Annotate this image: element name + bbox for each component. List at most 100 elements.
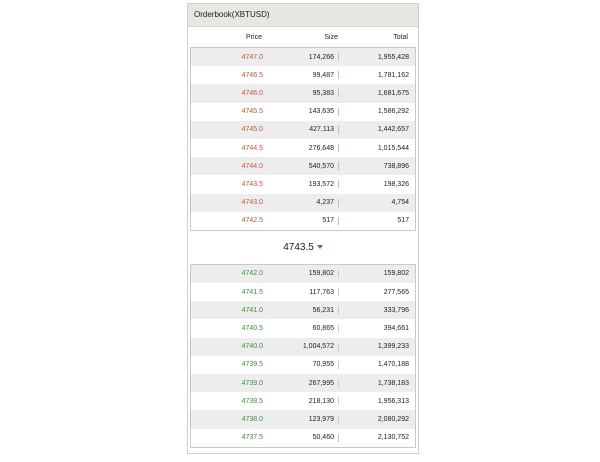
total-cell: 159,802: [383, 270, 409, 278]
price-cell: 4737.5: [241, 434, 263, 442]
bid-row[interactable]: 4741.0 56,231 333,796: [191, 301, 415, 320]
size-value: 193,572: [308, 180, 334, 188]
last-price: 4743.5: [188, 231, 418, 264]
ask-row[interactable]: 4744.0 540,570 738,896: [191, 157, 415, 176]
price-cell: 4747.0: [241, 53, 263, 61]
last-price-value: 4743.5: [283, 241, 314, 253]
size-column-header: Size: [324, 33, 338, 41]
size-value: 117,763: [309, 288, 334, 296]
size-value: 276,648: [308, 144, 334, 152]
ask-row[interactable]: 4745.0 427,113 1,442,657: [191, 120, 415, 139]
ask-row[interactable]: 4742.5 517 517: [191, 212, 415, 230]
size-value: 267,995: [308, 379, 334, 387]
size-value: 99,487: [312, 71, 334, 79]
bids-table: 4742.0 159,802 159,802 4741.5 117,763 277,565…: [190, 263, 416, 448]
size-cell: 95,383: [263, 89, 339, 98]
price-cell: 4745.5: [241, 108, 263, 116]
depth-bar: [338, 306, 339, 315]
total-cell: 1,955,428: [377, 53, 409, 61]
size-value: 95,383: [312, 89, 334, 97]
size-cell: 276,648: [263, 144, 339, 153]
bid-row[interactable]: 4742.0 159,802 159,802: [191, 264, 415, 284]
depth-bar: [338, 360, 339, 369]
size-cell: 70,955: [263, 360, 339, 369]
size-value: 123,979: [308, 415, 334, 423]
total-cell: 333,796: [383, 306, 409, 314]
total-cell: 1,399,233: [377, 343, 409, 351]
size-value: 517: [322, 217, 334, 225]
ask-row[interactable]: 4743.5 193,572 198,326: [191, 175, 415, 193]
size-value: 60,865: [312, 325, 334, 333]
total-cell: 2,130,752: [377, 434, 409, 442]
bid-row[interactable]: 4738.5 218,130 1,956,313: [191, 392, 415, 410]
depth-bar: [338, 71, 339, 80]
price-cell: 4744.5: [241, 144, 263, 152]
size-cell: 99,487: [263, 71, 339, 80]
size-cell: 4,237: [263, 198, 339, 207]
price-cell: 4739.5: [241, 361, 263, 369]
size-cell: 117,763: [263, 288, 339, 297]
total-cell: 738,896: [383, 162, 409, 170]
bid-row[interactable]: 4741.5 117,763 277,565: [191, 283, 415, 301]
size-cell: 427,113: [263, 125, 339, 134]
size-value: 218,130: [308, 397, 334, 405]
size-value: 4,237: [316, 199, 334, 207]
depth-bar: [338, 162, 339, 171]
column-header: Price Size Total: [188, 27, 418, 47]
depth-bar: [338, 288, 339, 297]
depth-bar: [338, 144, 339, 153]
depth-bar: [338, 89, 339, 98]
price-cell: 4741.0: [241, 306, 263, 314]
bid-row[interactable]: 4739.5 70,955 1,470,188: [191, 356, 415, 374]
depth-bar: [338, 53, 339, 62]
total-cell: 2,080,292: [377, 415, 409, 423]
size-cell: 159,802: [263, 269, 339, 278]
depth-bar: [338, 198, 339, 207]
size-cell: 517: [263, 216, 339, 225]
bid-row[interactable]: 4740.0 1,004,572 1,399,233: [191, 337, 415, 356]
price-cell: 4746.0: [241, 89, 263, 97]
size-value: 70,955: [312, 361, 334, 369]
total-cell: 4,754: [391, 199, 409, 207]
ask-row[interactable]: 4747.0 174,266 1,955,428: [191, 48, 415, 67]
size-value: 50,460: [312, 434, 334, 442]
bid-row[interactable]: 4737.5 50,460 2,130,752: [191, 429, 415, 447]
depth-bar: [338, 397, 339, 406]
ask-row[interactable]: 4746.0 95,383 1,681,675: [191, 84, 415, 103]
depth-bar: [338, 415, 339, 424]
size-cell: 218,130: [263, 397, 339, 406]
total-cell: 1,738,183: [377, 379, 409, 387]
ask-row[interactable]: 4746.5 99,487 1,781,162: [191, 66, 415, 84]
size-cell: 56,231: [263, 306, 339, 315]
price-cell: 4743.5: [241, 180, 263, 188]
size-cell: 143,635: [263, 107, 339, 116]
depth-bar: [338, 269, 339, 278]
bid-row[interactable]: 4740.5 60,865 394,661: [191, 319, 415, 337]
total-cell: 1,781,162: [377, 71, 409, 79]
size-cell: 50,460: [263, 433, 339, 442]
bid-row[interactable]: 4739.0 267,995 1,738,183: [191, 374, 415, 393]
price-cell: 4742.0: [241, 270, 263, 278]
size-cell: 193,572: [263, 180, 339, 189]
ask-row[interactable]: 4743.0 4,237 4,754: [191, 193, 415, 212]
depth-bar: [338, 379, 339, 388]
price-cell: 4740.0: [241, 343, 263, 351]
depth-bar: [338, 342, 339, 351]
total-cell: 517: [397, 217, 409, 225]
bid-row[interactable]: 4738.0 123,979 2,080,292: [191, 410, 415, 429]
total-cell: 1,956,313: [377, 397, 409, 405]
ask-row[interactable]: 4745.5 143,635 1,586,292: [191, 103, 415, 121]
size-cell: 267,995: [263, 379, 339, 388]
price-cell: 4740.5: [241, 325, 263, 333]
size-cell: 540,570: [263, 162, 339, 171]
price-cell: 4745.0: [241, 126, 263, 134]
panel-title: Orderbook(XBTUSD): [188, 4, 418, 27]
size-value: 174,266: [308, 53, 334, 61]
total-cell: 198,326: [383, 180, 409, 188]
depth-bar: [338, 324, 339, 333]
total-cell: 277,565: [383, 288, 409, 296]
total-cell: 1,681,675: [377, 89, 409, 97]
ask-row[interactable]: 4744.5 276,648 1,015,544: [191, 139, 415, 157]
size-cell: 60,865: [263, 324, 339, 333]
depth-bar: [338, 433, 339, 442]
